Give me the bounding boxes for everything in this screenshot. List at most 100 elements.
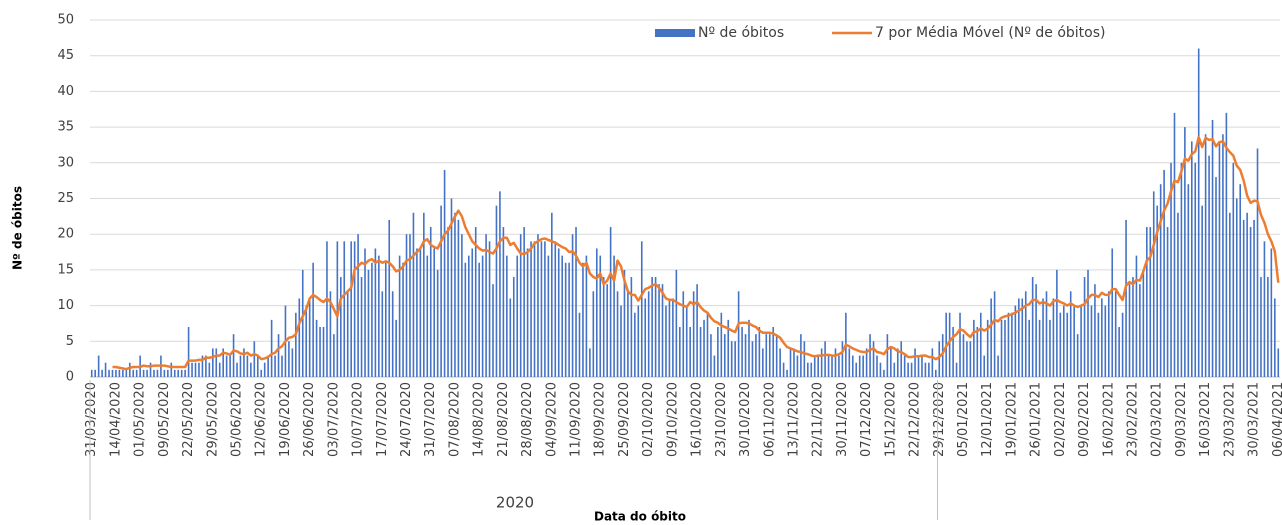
bar [772, 327, 775, 377]
bar [1225, 112, 1228, 377]
bar [1249, 227, 1252, 377]
bar [755, 334, 757, 377]
bar [1218, 141, 1221, 377]
bar [526, 248, 529, 377]
bar [263, 362, 266, 377]
bar [990, 298, 992, 377]
bar [433, 248, 436, 377]
bar [1194, 162, 1197, 377]
bar [658, 284, 660, 377]
bar [865, 348, 868, 377]
bar [429, 227, 432, 377]
bar [537, 234, 539, 377]
bar [115, 369, 117, 377]
bar [312, 262, 314, 377]
bar [419, 248, 422, 377]
bar [717, 327, 719, 377]
bar [236, 362, 238, 377]
bar [1007, 312, 1010, 377]
bar [457, 219, 460, 377]
bar [194, 362, 197, 377]
bar [1028, 319, 1031, 377]
bar [436, 269, 439, 377]
bar [215, 348, 218, 377]
bar [602, 277, 605, 377]
y-tick-label: 45 [57, 48, 74, 63]
bar [416, 248, 418, 377]
bar [810, 362, 813, 377]
bar [713, 355, 716, 377]
bar [997, 355, 999, 377]
bar [668, 298, 671, 377]
x-tick-label: 12/06/2020 [254, 382, 269, 457]
bar [817, 355, 819, 377]
bar [1173, 112, 1176, 377]
y-tick-label: 5 [66, 334, 74, 349]
x-tick-label: 04/09/2020 [544, 382, 559, 457]
bar [471, 248, 474, 377]
bar [672, 298, 674, 377]
bar [440, 205, 442, 377]
x-tick-label: 07/12/2020 [859, 382, 874, 457]
x-tick-label: 22/12/2020 [908, 382, 923, 457]
bar [758, 327, 761, 377]
bar [305, 305, 308, 377]
bar [474, 227, 477, 377]
x-tick-label: 24/07/2020 [399, 382, 414, 457]
bar [966, 341, 968, 377]
bar [551, 212, 553, 377]
bar [502, 227, 505, 377]
bar [917, 355, 920, 377]
bar [1246, 212, 1248, 377]
x-tick-label: 13/11/2020 [786, 382, 801, 457]
bar [689, 327, 691, 377]
bar [412, 212, 415, 377]
bar [295, 312, 297, 377]
bar [256, 355, 259, 377]
x-tick-label: 18/09/2020 [593, 382, 608, 457]
bar [1180, 162, 1183, 377]
bar [97, 355, 100, 377]
x-tick-label: 07/08/2020 [447, 382, 462, 457]
bar [568, 262, 570, 377]
bar [326, 241, 328, 377]
x-tick-label: 17/07/2020 [375, 382, 390, 457]
bar [679, 327, 681, 377]
bar [132, 369, 135, 377]
y-tick-label: 0 [66, 370, 74, 385]
bar [1187, 184, 1190, 377]
bar [557, 248, 560, 377]
bar [578, 312, 581, 377]
bar [1253, 219, 1255, 377]
bar [807, 362, 809, 377]
bar [575, 227, 577, 377]
bar [1056, 269, 1058, 377]
bar [779, 348, 781, 377]
bar [775, 334, 778, 377]
bar [1000, 319, 1003, 377]
bar [426, 255, 429, 377]
bar [1163, 169, 1165, 377]
bar [886, 334, 889, 377]
bar [1142, 269, 1145, 377]
bar [291, 348, 294, 377]
bar [544, 241, 546, 377]
bar [384, 262, 387, 377]
bar [1152, 191, 1155, 377]
bar [212, 348, 214, 377]
y-axis-title: Nº de óbitos [11, 186, 25, 270]
bar [101, 369, 103, 377]
bar [506, 255, 508, 377]
bar [710, 334, 712, 377]
bar [1114, 291, 1117, 377]
bar [225, 355, 228, 377]
bar [218, 362, 221, 377]
bar [329, 291, 332, 377]
bar [322, 327, 325, 377]
bar [941, 334, 944, 377]
bar [952, 327, 954, 377]
x-tick-label: 10/07/2020 [351, 382, 366, 457]
x-tick-label: 16/10/2020 [690, 382, 705, 457]
bar [983, 355, 986, 377]
x-tick-label: 26/01/2021 [1029, 382, 1044, 457]
